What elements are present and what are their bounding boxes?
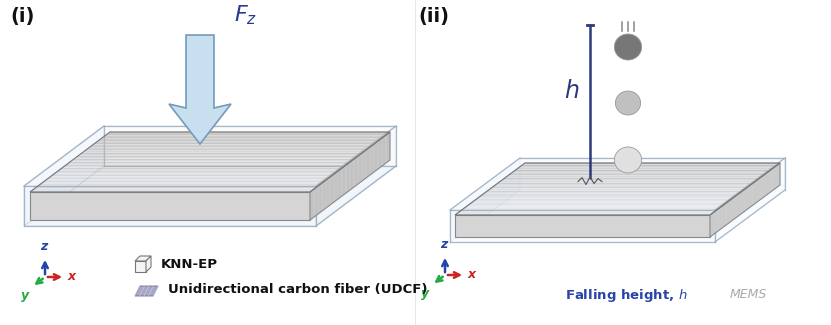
Polygon shape bbox=[24, 166, 396, 226]
Text: MEMS: MEMS bbox=[730, 289, 767, 302]
Ellipse shape bbox=[616, 91, 641, 115]
FancyArrow shape bbox=[169, 35, 231, 144]
Ellipse shape bbox=[614, 147, 642, 173]
Polygon shape bbox=[30, 192, 310, 220]
Text: $\mathbf{\mathit{F_z}}$: $\mathbf{\mathit{F_z}}$ bbox=[234, 3, 258, 27]
Polygon shape bbox=[24, 186, 316, 226]
Polygon shape bbox=[450, 210, 715, 242]
Polygon shape bbox=[715, 158, 785, 242]
Text: x: x bbox=[68, 270, 76, 283]
Polygon shape bbox=[135, 261, 146, 272]
Polygon shape bbox=[24, 126, 396, 186]
Ellipse shape bbox=[614, 34, 642, 60]
Polygon shape bbox=[316, 126, 396, 226]
Polygon shape bbox=[135, 286, 158, 296]
Text: z: z bbox=[41, 240, 47, 253]
Polygon shape bbox=[455, 215, 710, 237]
Text: x: x bbox=[468, 268, 476, 281]
Polygon shape bbox=[146, 256, 151, 272]
Polygon shape bbox=[135, 256, 151, 261]
Text: y: y bbox=[21, 289, 29, 302]
Text: Unidirectional carbon fiber (UDCF): Unidirectional carbon fiber (UDCF) bbox=[168, 283, 427, 296]
Text: $\mathbf{\mathit{h}}$: $\mathbf{\mathit{h}}$ bbox=[564, 80, 580, 103]
Text: z: z bbox=[440, 238, 448, 251]
Polygon shape bbox=[310, 132, 390, 220]
Polygon shape bbox=[450, 158, 785, 210]
Text: (i): (i) bbox=[10, 7, 34, 26]
Polygon shape bbox=[450, 158, 520, 242]
Text: (ii): (ii) bbox=[418, 7, 449, 26]
Polygon shape bbox=[710, 163, 780, 237]
Text: KNN-EP: KNN-EP bbox=[161, 258, 218, 271]
Text: y: y bbox=[420, 287, 429, 300]
Text: Falling height, $\mathit{h}$: Falling height, $\mathit{h}$ bbox=[565, 287, 687, 304]
Polygon shape bbox=[24, 126, 104, 226]
